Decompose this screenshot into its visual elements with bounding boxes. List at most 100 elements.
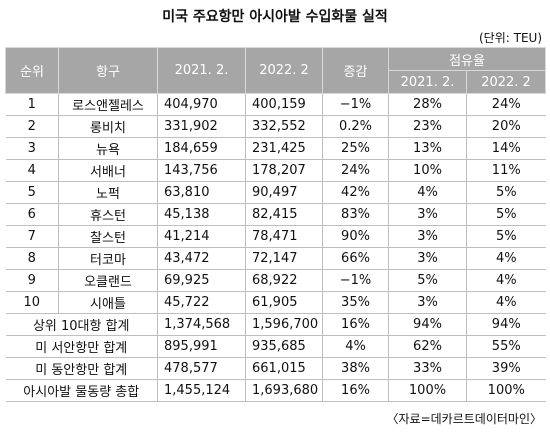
cell: 3% xyxy=(388,225,467,248)
cell: 서배너 xyxy=(58,159,158,182)
row: 1 로스앤젤레스 404,970 400,159 −1% 28% 24% xyxy=(5,93,546,116)
cell: 63,810 xyxy=(157,181,246,204)
header-cell: 2022. 2 xyxy=(465,70,547,94)
cell: 8 xyxy=(5,247,59,270)
cell: 로스앤젤레스 xyxy=(58,93,158,116)
cell: 뉴욕 xyxy=(58,137,158,160)
cell: 0.2% xyxy=(322,115,389,138)
cell: 1,374,568 xyxy=(157,313,246,336)
cell: 터코마 xyxy=(58,247,158,270)
cell: 11% xyxy=(465,159,546,182)
cell: 82,415 xyxy=(245,203,323,226)
cell: 24% xyxy=(322,159,389,182)
row: 미 동안항만 합계 478,577 661,015 38% 33% 39% xyxy=(5,357,546,380)
cell: 55% xyxy=(465,335,546,358)
cell: 100% xyxy=(388,379,467,402)
cell: 5% xyxy=(465,225,546,248)
cell: 휴스턴 xyxy=(58,203,158,226)
cell: 25% xyxy=(322,137,389,160)
cell: 83% xyxy=(322,203,389,226)
cell: 143,756 xyxy=(157,159,246,182)
table: 순위 항구 2021. 2. 2022. 2 증감 점유율 2021. 2. 2… xyxy=(5,47,547,402)
cell: 5 xyxy=(5,181,59,204)
table-body: 1 로스앤젤레스 404,970 400,159 −1% 28% 24% 2 롱비치 331,90… xyxy=(5,93,546,402)
cell: 16% xyxy=(322,313,389,336)
cell: 16% xyxy=(322,379,389,402)
cell: 13% xyxy=(388,137,467,160)
cell: 10 xyxy=(5,291,59,314)
cell: 찰스턴 xyxy=(58,225,158,248)
cell: 90,497 xyxy=(245,181,323,204)
cell: 오클랜드 xyxy=(58,269,158,292)
cell: 1,693,680 xyxy=(245,379,323,402)
cell: 94% xyxy=(388,313,467,336)
cell: 3% xyxy=(388,291,467,314)
cell: 331,902 xyxy=(157,115,246,138)
cell: 43,472 xyxy=(157,247,246,270)
cell: 332,552 xyxy=(245,115,323,138)
cell: 9 xyxy=(5,269,59,292)
cell: 10% xyxy=(388,159,467,182)
row: 4 서배너 143,756 178,207 24% 10% 11% xyxy=(5,159,546,182)
cell: 100% xyxy=(465,379,546,402)
cell: 상위 10대항 합계 xyxy=(5,313,158,336)
cell: 4% xyxy=(465,247,546,270)
cell: −1% xyxy=(322,93,389,116)
cell: 61,905 xyxy=(245,291,323,314)
cell: 5% xyxy=(388,269,467,292)
cell: 1,596,700 xyxy=(245,313,323,336)
cell: 24% xyxy=(465,93,546,116)
row: 9 오클랜드 69,925 68,922 −1% 5% 4% xyxy=(5,269,546,292)
cell: 94% xyxy=(465,313,546,336)
cell: 14% xyxy=(465,137,546,160)
cell: 45,138 xyxy=(157,203,246,226)
cell: 3 xyxy=(5,137,59,160)
row: 5 노퍽 63,810 90,497 42% 4% 5% xyxy=(5,181,546,204)
cell: 4 xyxy=(5,159,59,182)
row: 아시아발 물동량 총합 1,455,124 1,693,680 16% 100% 100% xyxy=(5,379,546,402)
cell: 404,970 xyxy=(157,93,246,116)
cell: 78,471 xyxy=(245,225,323,248)
cell: 39% xyxy=(465,357,546,380)
cell: 4% xyxy=(388,181,467,204)
row: 3 뉴욕 184,659 231,425 25% 13% 14% xyxy=(5,137,546,160)
cell: 롱비치 xyxy=(58,115,158,138)
cell: 38% xyxy=(322,357,389,380)
cell: 20% xyxy=(465,115,546,138)
cell: 5% xyxy=(465,203,546,226)
cell: 노퍽 xyxy=(58,181,158,204)
header-cell: 2022. 2 xyxy=(245,47,323,94)
cell: 178,207 xyxy=(245,159,323,182)
cell: 4% xyxy=(465,269,546,292)
header-cell: 점유율 xyxy=(387,47,547,71)
cell: 아시아발 물동량 총합 xyxy=(5,379,158,402)
row: 상위 10대항 합계 1,374,568 1,596,700 16% 94% 94% xyxy=(5,313,546,336)
header-cell: 2021. 2. xyxy=(157,47,246,94)
cell: 478,577 xyxy=(157,357,246,380)
cell: 68,922 xyxy=(245,269,323,292)
cell: 1 xyxy=(5,93,59,116)
header-cell: 증감 xyxy=(322,47,389,94)
cell: 72,147 xyxy=(245,247,323,270)
cell: 69,925 xyxy=(157,269,246,292)
row: 미 서안항만 합계 895,991 935,685 4% 62% 55% xyxy=(5,335,546,358)
cell: 시애틀 xyxy=(58,291,158,314)
cell: 미 동안항만 합계 xyxy=(5,357,158,380)
row: 7 찰스턴 41,214 78,471 90% 3% 5% xyxy=(5,225,546,248)
source: 〈자료=데카르트데이터마인〉 xyxy=(386,412,543,426)
cell: 35% xyxy=(322,291,389,314)
row: 10 시애틀 45,722 61,905 35% 3% 4% xyxy=(5,291,546,314)
cell: 7 xyxy=(5,225,59,248)
cell: 231,425 xyxy=(245,137,323,160)
cell: 3% xyxy=(388,247,467,270)
header-cell: 순위 xyxy=(5,47,59,94)
cell: 3% xyxy=(388,203,467,226)
cell: 33% xyxy=(388,357,467,380)
cell: 4% xyxy=(322,335,389,358)
cell: 41,214 xyxy=(157,225,246,248)
row: 6 휴스턴 45,138 82,415 83% 3% 5% xyxy=(5,203,546,226)
cell: 62% xyxy=(388,335,467,358)
cell: 66% xyxy=(322,247,389,270)
cell: 미 서안항만 합계 xyxy=(5,335,158,358)
